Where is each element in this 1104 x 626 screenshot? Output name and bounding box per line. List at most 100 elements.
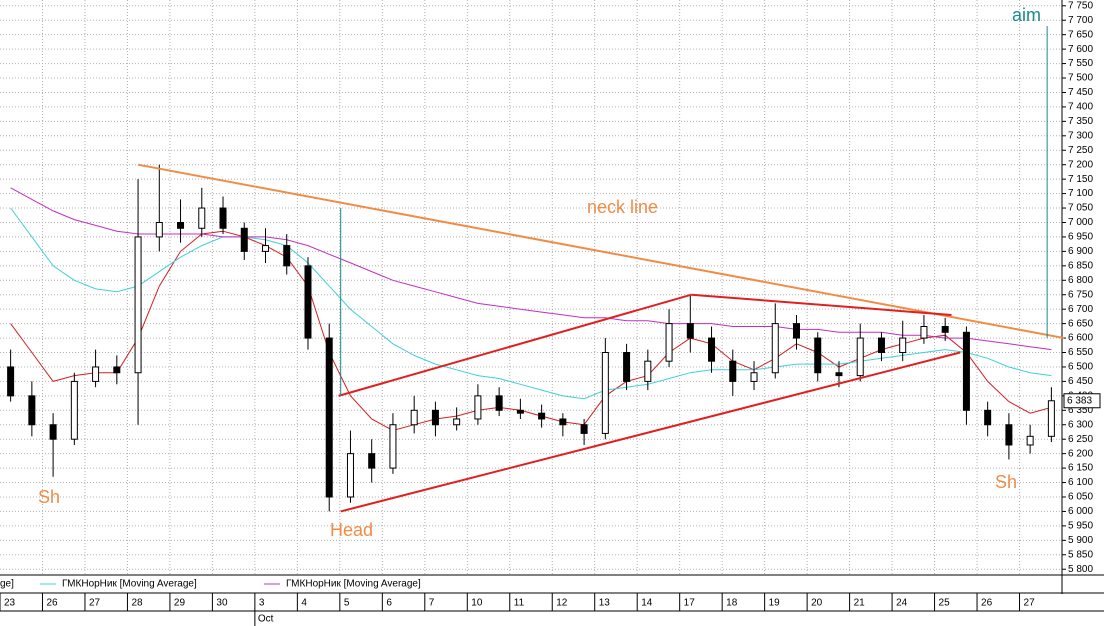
candle-body bbox=[346, 453, 354, 498]
y-tick-label: 6 550 bbox=[1068, 347, 1093, 358]
y-tick-label: 6 250 bbox=[1068, 434, 1093, 445]
candle-body bbox=[559, 418, 567, 426]
y-tick-label: 6 800 bbox=[1068, 275, 1093, 286]
candle-body bbox=[453, 418, 461, 426]
y-tick-label: 7 150 bbox=[1068, 174, 1093, 185]
candle-body bbox=[155, 221, 163, 238]
candle-body bbox=[113, 366, 121, 374]
y-tick-label: 6 700 bbox=[1068, 304, 1093, 315]
y-tick-label: 6 450 bbox=[1068, 376, 1093, 387]
candle-body bbox=[771, 323, 779, 374]
y-tick-label: 5 950 bbox=[1068, 521, 1093, 532]
candle-body bbox=[856, 337, 864, 377]
y-tick-label: 6 350 bbox=[1068, 405, 1093, 416]
x-tick-label: 12 bbox=[556, 598, 568, 609]
y-tick-label: 7 100 bbox=[1068, 188, 1093, 199]
candle-body bbox=[601, 352, 609, 434]
candle-body bbox=[899, 337, 907, 354]
legend-label: ge] bbox=[0, 579, 14, 590]
trendline bbox=[340, 351, 961, 513]
candle-body bbox=[7, 366, 15, 397]
y-tick-label: 7 200 bbox=[1068, 159, 1093, 170]
candle-body bbox=[325, 337, 333, 498]
x-tick-label: 4 bbox=[301, 598, 307, 609]
annotation: Sh bbox=[38, 487, 60, 507]
candle-body bbox=[304, 265, 312, 339]
y-tick-label: 7 350 bbox=[1068, 116, 1093, 127]
candle-body bbox=[1047, 400, 1055, 437]
x-tick-label: 20 bbox=[811, 598, 823, 609]
y-tick-label: 5 800 bbox=[1068, 564, 1093, 575]
y-tick-label: 7 450 bbox=[1068, 87, 1093, 98]
x-tick-label: 25 bbox=[939, 598, 951, 609]
x-tick-label: 19 bbox=[769, 598, 781, 609]
y-tick-label: 6 900 bbox=[1068, 246, 1093, 257]
x-tick-label: 23 bbox=[4, 598, 16, 609]
x-sublabel: Oct bbox=[258, 614, 274, 625]
y-tick-label: 5 900 bbox=[1068, 535, 1093, 546]
y-tick-label: 7 600 bbox=[1068, 44, 1093, 55]
candle-body bbox=[665, 323, 673, 362]
candle-body bbox=[92, 366, 100, 382]
candle-body bbox=[49, 424, 57, 440]
x-tick-label: 14 bbox=[641, 598, 653, 609]
candle-body bbox=[516, 409, 524, 414]
candle-body bbox=[219, 207, 227, 229]
candle-body bbox=[750, 372, 758, 382]
y-tick-label: 7 250 bbox=[1068, 145, 1093, 156]
candle-body bbox=[729, 360, 737, 382]
x-tick-label: 28 bbox=[131, 598, 143, 609]
annotation: Head bbox=[330, 520, 373, 540]
x-tick-label: 5 bbox=[344, 598, 350, 609]
y-tick-label: 7 300 bbox=[1068, 130, 1093, 141]
y-tick-label: 6 600 bbox=[1068, 333, 1093, 344]
y-tick-label: 7 500 bbox=[1068, 73, 1093, 84]
y-tick-label: 7 750 bbox=[1068, 0, 1093, 11]
y-tick-label: 6 000 bbox=[1068, 506, 1093, 517]
annotation: Sh bbox=[995, 472, 1017, 492]
x-tick-label: 29 bbox=[174, 598, 186, 609]
candle-body bbox=[984, 409, 992, 426]
moving-average bbox=[10, 207, 1052, 400]
y-tick-label: 6 200 bbox=[1068, 448, 1093, 459]
candle-body bbox=[580, 424, 588, 434]
candle-body bbox=[877, 337, 885, 354]
x-tick-label: 21 bbox=[854, 598, 866, 609]
candle-body bbox=[793, 323, 800, 339]
x-tick-label: 26 bbox=[981, 598, 993, 609]
candle-body bbox=[623, 352, 631, 382]
candle-body bbox=[410, 409, 418, 426]
x-tick-label: 3 bbox=[259, 598, 265, 609]
candle-body bbox=[1005, 424, 1013, 446]
candle-body bbox=[941, 326, 949, 333]
y-tick-label: 6 850 bbox=[1068, 260, 1093, 271]
candle-body bbox=[177, 221, 185, 229]
candle-body bbox=[686, 323, 694, 339]
candle-body bbox=[134, 236, 142, 374]
y-tick-label: 6 150 bbox=[1068, 463, 1093, 474]
legend-label: ГМКНорНик [Moving Average] bbox=[286, 579, 421, 590]
candle-body bbox=[538, 412, 546, 420]
y-tick-label: 5 850 bbox=[1068, 549, 1093, 560]
candle-body bbox=[368, 453, 376, 469]
y-tick-label: 6 650 bbox=[1068, 318, 1093, 329]
x-tick-label: 27 bbox=[89, 598, 101, 609]
x-tick-label: 17 bbox=[684, 598, 696, 609]
candle-body bbox=[835, 372, 843, 377]
annotation: aim bbox=[1012, 5, 1041, 25]
moving-average bbox=[10, 230, 1052, 432]
candle-body bbox=[1026, 435, 1034, 446]
last-price-label: 6 383 bbox=[1067, 395, 1092, 406]
candle-body bbox=[920, 326, 928, 339]
x-tick-label: 6 bbox=[386, 598, 392, 609]
y-tick-label: 7 650 bbox=[1068, 29, 1093, 40]
moving-average bbox=[10, 187, 1052, 351]
trendline bbox=[338, 293, 692, 397]
y-tick-label: 7 700 bbox=[1068, 15, 1093, 26]
x-tick-label: 30 bbox=[216, 598, 228, 609]
candle-body bbox=[962, 331, 970, 411]
candle-body bbox=[474, 395, 482, 420]
y-tick-label: 6 050 bbox=[1068, 492, 1093, 503]
candle-body bbox=[431, 409, 439, 426]
candle-body bbox=[644, 360, 652, 382]
